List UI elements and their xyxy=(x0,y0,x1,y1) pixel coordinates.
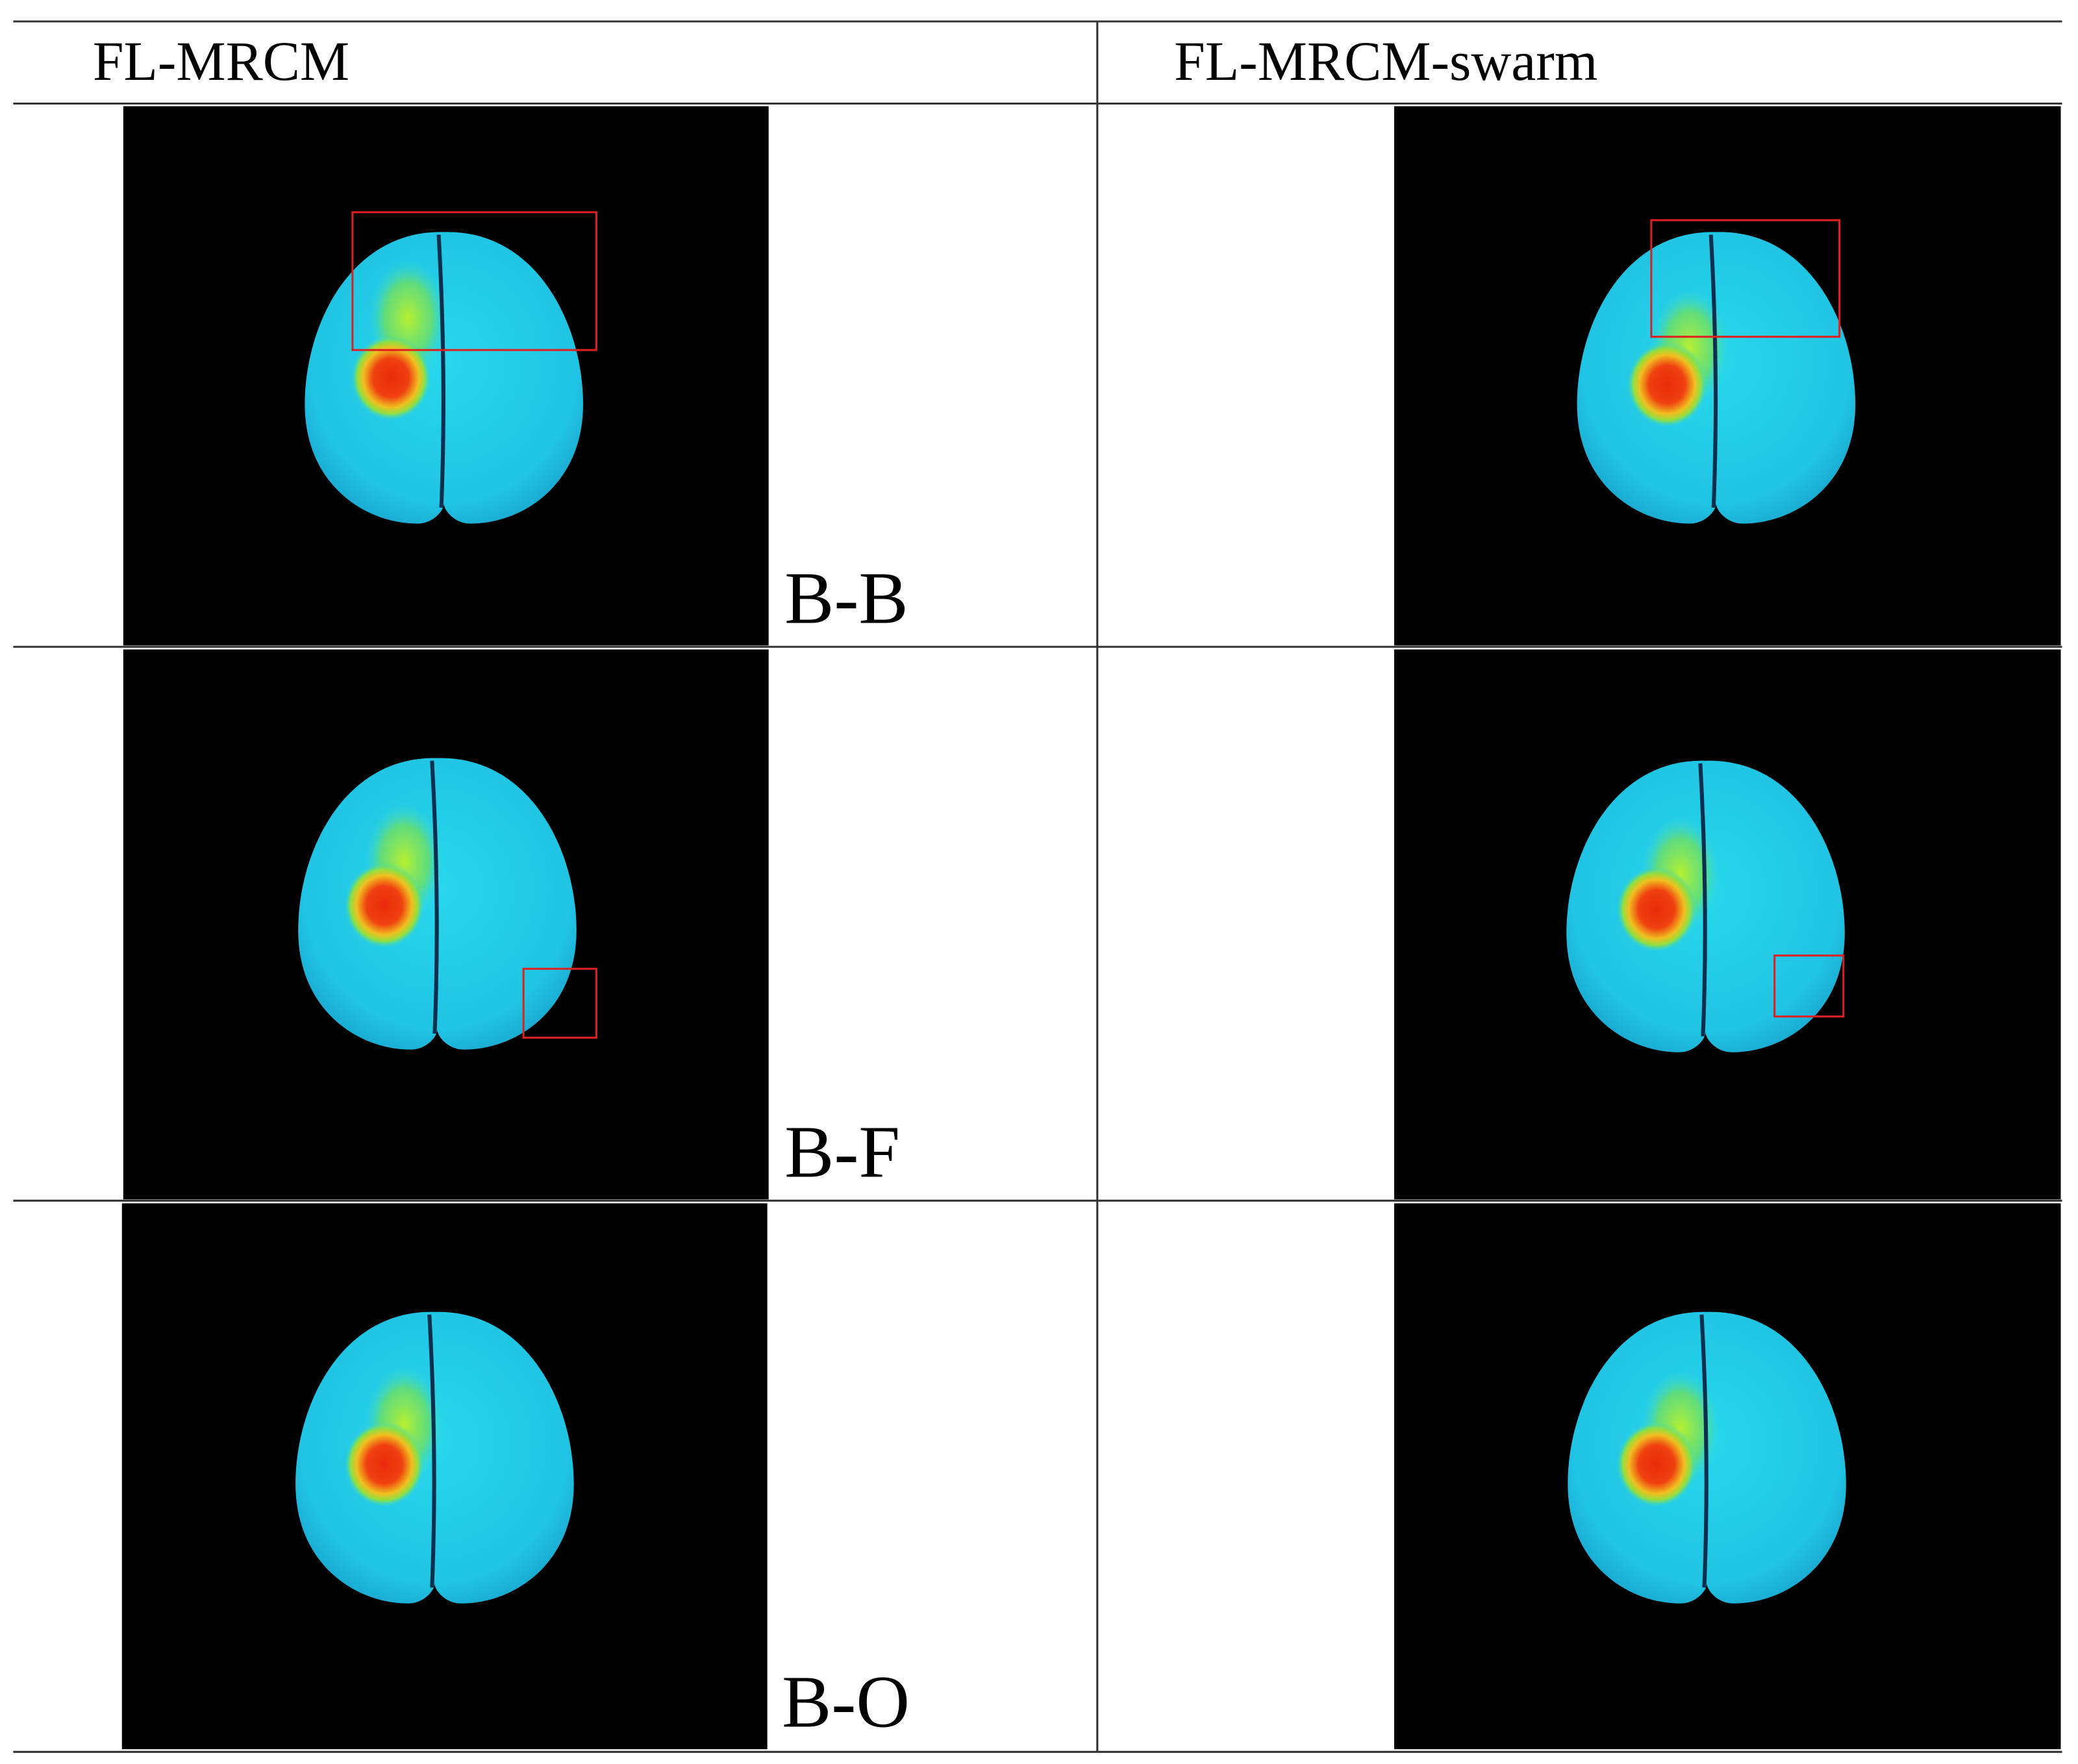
row-label: B-O xyxy=(782,1661,910,1743)
brain-image xyxy=(1394,106,2061,646)
region-box xyxy=(1773,954,1845,1018)
lesion xyxy=(1627,342,1707,427)
panels xyxy=(121,106,2061,1750)
midline xyxy=(427,1314,436,1588)
region-box xyxy=(522,967,597,1039)
lesion xyxy=(1616,867,1697,952)
row-label: B-B xyxy=(784,557,908,640)
midline xyxy=(430,760,439,1034)
column-header: FL-MRCM xyxy=(93,31,349,92)
region-box xyxy=(1650,219,1841,338)
brain-image xyxy=(1394,649,2061,1200)
midline xyxy=(436,234,445,508)
row-label: B-F xyxy=(784,1111,900,1193)
table-rules xyxy=(13,20,2062,1753)
lesion xyxy=(1616,1422,1697,1507)
lesion xyxy=(344,862,425,948)
column-header: FL-MRCM-swarm xyxy=(1174,31,1597,92)
region-box xyxy=(351,211,597,351)
midline xyxy=(1709,234,1718,508)
lesion xyxy=(351,335,431,421)
brain-image xyxy=(123,649,769,1200)
midline xyxy=(1698,763,1707,1037)
midline xyxy=(1699,1314,1709,1588)
brain-image xyxy=(123,106,769,646)
brain-image xyxy=(1394,1203,2061,1750)
brain-image xyxy=(121,1203,768,1750)
lesion xyxy=(344,1422,425,1507)
